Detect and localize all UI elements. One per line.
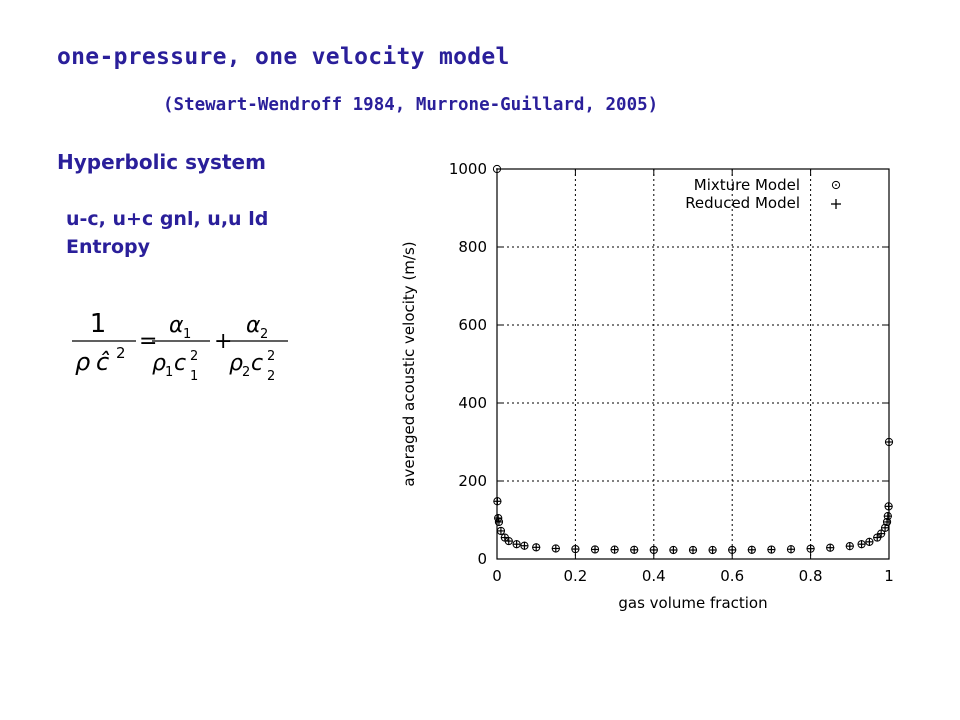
data-point-plus: [532, 543, 541, 552]
term2-rho-sub: 2: [242, 365, 250, 380]
term2-c-sub: 2: [267, 369, 275, 384]
data-point-plus: [787, 545, 795, 554]
data-point-plus: [630, 545, 639, 554]
y-tick-label: 800: [458, 238, 487, 256]
data-point-plus: [767, 545, 776, 554]
term2-c: c: [251, 351, 263, 376]
data-point-plus: [496, 526, 505, 535]
term1-alpha-sub: 1: [183, 327, 191, 342]
data-point-plus: [881, 523, 890, 532]
data-point-plus: [708, 545, 717, 554]
data-point-plus: [669, 545, 678, 554]
plot-frame: [496, 168, 890, 560]
y-tick-label: 200: [458, 472, 487, 490]
data-point-plus: [504, 537, 513, 546]
data-point-plus: [551, 544, 560, 553]
legend-marker-circle-dot: [831, 180, 841, 190]
data-point-circle: [492, 164, 502, 174]
y-tick-label: 400: [458, 394, 487, 412]
data-point-plus: [494, 514, 503, 523]
data-point-plus: [728, 545, 737, 554]
x-tick-label: 0: [492, 567, 502, 585]
x-tick-label: 1: [884, 567, 894, 585]
data-point-plus: [826, 543, 835, 552]
data-point-plus: [591, 545, 599, 554]
term2-c-exponent: 2: [267, 349, 275, 364]
data-point-plus: [689, 546, 697, 555]
term2-rho: ρ: [229, 351, 243, 376]
legend-label-mixture: Mixture Model: [694, 176, 800, 194]
chart-background: [390, 152, 910, 622]
lhs-rho: ρ: [75, 348, 90, 376]
data-point-plus: [500, 533, 509, 542]
term1-rho-sub: 1: [165, 365, 173, 380]
chart-grid: [497, 169, 889, 559]
data-point-plus: [806, 544, 815, 553]
term1-rho: ρ: [152, 351, 166, 376]
chart-legend: Mixture Model Reduced Model: [685, 176, 841, 212]
data-point-plus: [845, 542, 854, 551]
data-point-plus: [857, 540, 866, 549]
data-point-plus: [883, 517, 892, 526]
data-point-plus: [883, 512, 892, 521]
term2-alpha: α: [246, 313, 261, 338]
bullet-entropy: Entropy: [66, 236, 150, 258]
data-point-plus: [885, 438, 893, 446]
acoustic-velocity-chart: 0 200 400 600 800 1000 0 0.2 0.4 0.6 0.8 1 gas vol…: [390, 152, 910, 622]
data-series: [492, 164, 894, 555]
x-tick-label: 0.6: [720, 567, 744, 585]
lhs-numerator: 1: [90, 309, 107, 339]
term2-alpha-sub: 2: [260, 327, 268, 342]
y-tick-label: 600: [458, 316, 487, 334]
legend-label-reduced: Reduced Model: [685, 194, 800, 212]
y-tick-label: 0: [477, 550, 487, 568]
data-point-plus: [571, 545, 580, 554]
data-point-plus: [884, 502, 893, 511]
x-tick-labels: 0 0.2 0.4 0.6 0.8 1: [492, 567, 894, 585]
data-point-plus: [649, 545, 658, 554]
slide-title: one-pressure, one velocity model: [57, 44, 510, 70]
data-point-plus: [865, 537, 874, 546]
data-point-plus: [610, 545, 619, 554]
data-point-plus: [873, 533, 882, 542]
y-tick-labels: 0 200 400 600 800 1000: [449, 160, 487, 568]
x-tick-label: 0.4: [642, 567, 666, 585]
slide-subtitle-references: (Stewart-Wendroff 1984, Murrone-Guillard…: [163, 95, 659, 115]
equals-sign: =: [139, 329, 157, 354]
data-point-plus: [747, 545, 756, 554]
data-point-plus: [493, 497, 502, 506]
term1-c-sub: 1: [190, 369, 198, 384]
lhs-exponent: 2: [116, 344, 126, 362]
y-tick-label: 1000: [449, 160, 487, 178]
bullet-list: u-c, u+c gnl, u,u ld Entropy: [66, 205, 268, 261]
bullet-eigenvalues: u-c, u+c gnl, u,u ld: [66, 208, 269, 230]
legend-marker-plus: [831, 199, 841, 209]
wood-formula: 1 ρ ĉ 2 = α 1 ρ 1 c 2 1 + α 2 ρ 2 c 2 2: [72, 309, 288, 384]
section-heading: Hyperbolic system: [57, 150, 266, 174]
x-tick-label: 0.2: [563, 567, 587, 585]
data-point-plus: [877, 529, 886, 538]
data-point-plus: [520, 541, 529, 550]
axis-ticks: [496, 168, 890, 560]
data-point-plus: [494, 517, 503, 526]
term1-c-exponent: 2: [190, 349, 198, 364]
lhs-c-hat: ĉ: [96, 348, 110, 376]
x-tick-label: 0.8: [799, 567, 823, 585]
y-axis-label: averaged acoustic velocity (m/s): [400, 241, 418, 486]
plus-sign: +: [214, 329, 232, 354]
series-reduced-model: [493, 438, 893, 555]
term1-c: c: [174, 351, 186, 376]
data-point-plus: [512, 540, 521, 549]
term1-alpha: α: [169, 313, 184, 338]
x-axis-label: gas volume fraction: [618, 594, 767, 612]
